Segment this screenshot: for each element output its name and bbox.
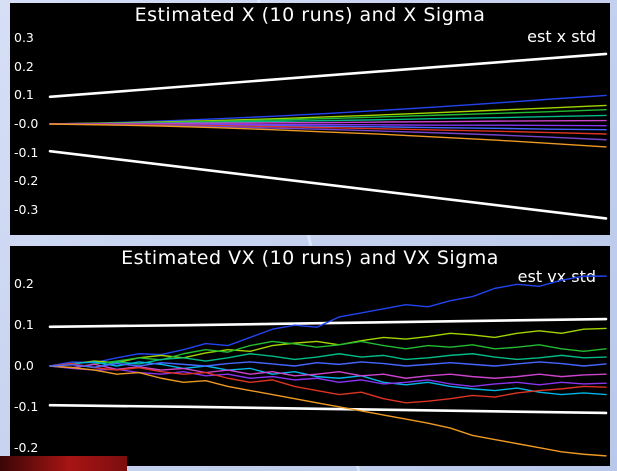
y-tick-label: -0.0	[14, 115, 39, 131]
chart-panel-vx: Estimated VX (10 runs) and VX Sigma est …	[10, 246, 610, 466]
y-tick-label: 0.2	[14, 276, 34, 292]
plot-canvas	[50, 270, 606, 462]
run-line	[50, 364, 606, 378]
run-line	[50, 362, 606, 395]
run-line	[50, 354, 606, 368]
run-line	[50, 362, 606, 367]
sigma-upper-line	[50, 54, 606, 97]
y-tick-label: -0.2	[14, 439, 39, 455]
plot-canvas	[50, 21, 606, 227]
run-line	[50, 366, 606, 456]
run-line	[50, 124, 606, 147]
background-red-window-fragment	[0, 456, 127, 471]
chart-title-x: Estimated X (10 runs) and X Sigma	[134, 4, 486, 26]
y-tick-label: 0.1	[14, 316, 34, 332]
sigma-upper-line	[50, 319, 606, 327]
y-ticks: 0.2 0.1 0.0 -0.1 -0.2	[12, 270, 48, 462]
legend-label-x: est x std	[527, 27, 596, 46]
y-tick-label: -0.1	[14, 144, 39, 160]
run-line	[50, 341, 606, 368]
run-line	[50, 364, 606, 403]
y-tick-label: 0.2	[14, 58, 34, 74]
chart-title-vx: Estimated VX (10 runs) and VX Sigma	[121, 247, 499, 269]
y-tick-label: -0.2	[14, 172, 39, 188]
run-line	[50, 328, 606, 366]
y-tick-label: 0.3	[14, 29, 34, 45]
sigma-lower-line	[50, 405, 606, 413]
y-tick-label: 0.0	[14, 357, 34, 373]
run-line	[50, 276, 606, 366]
chart-panel-x: Estimated X (10 runs) and X Sigma est x …	[10, 3, 610, 235]
y-ticks: 0.3 0.2 0.1 -0.0 -0.1 -0.2 -0.3	[12, 21, 48, 227]
y-tick-label: -0.3	[14, 201, 39, 217]
y-tick-label: 0.1	[14, 87, 34, 103]
y-tick-label: -0.1	[14, 398, 39, 414]
plot-area-x: 0.3 0.2 0.1 -0.0 -0.1 -0.2 -0.3	[14, 21, 606, 227]
sigma-lower-line	[50, 151, 606, 218]
plot-area-vx: 0.2 0.1 0.0 -0.1 -0.2	[14, 270, 606, 462]
legend-label-vx: est vx std	[517, 267, 596, 286]
